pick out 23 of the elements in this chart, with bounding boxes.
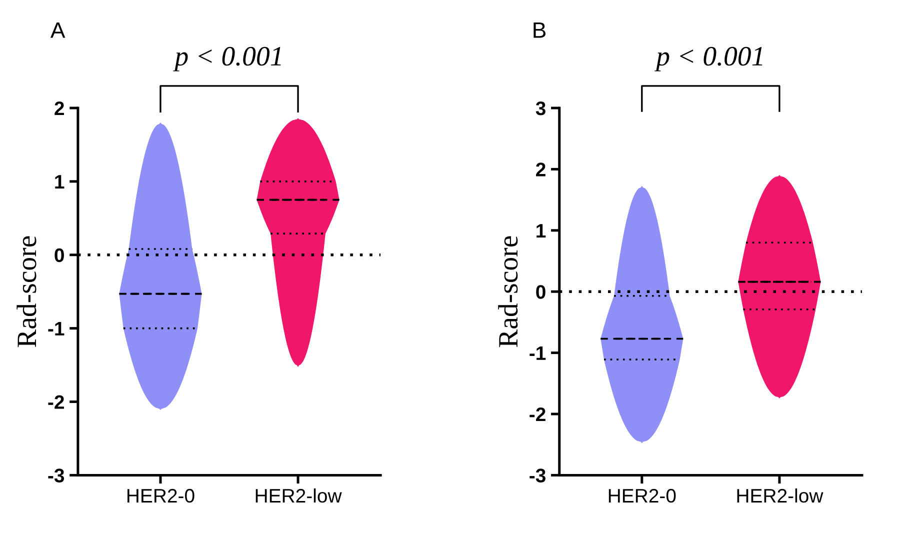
y-axis-title: Rad-score bbox=[16, 236, 36, 348]
x-tick-label: HER2-low bbox=[256, 488, 342, 503]
y-tick-label: -1 bbox=[48, 322, 64, 336]
y-tick-label: 1 bbox=[55, 175, 64, 188]
x-tick-label: HER2-0 bbox=[608, 488, 676, 503]
x-tick-label: HER2-low bbox=[737, 488, 824, 503]
text: p < 0.001 bbox=[173, 46, 281, 72]
y-tick-label: 0 bbox=[54, 248, 64, 262]
y-tick-label: 3 bbox=[536, 101, 546, 116]
y-tick-label: -3 bbox=[530, 468, 546, 482]
y-tick-label: 2 bbox=[54, 101, 64, 116]
y-tick-label: 0 bbox=[536, 285, 546, 299]
chart-title: B bbox=[534, 22, 546, 38]
y-axis-title: Rad-score bbox=[498, 236, 518, 348]
x-tick-label: HER2-0 bbox=[127, 488, 194, 503]
y-tick-label: -1 bbox=[530, 346, 546, 360]
y-tick-label: 1 bbox=[536, 224, 546, 238]
y-tick-label: -3 bbox=[48, 468, 64, 482]
chart-title: A bbox=[50, 22, 66, 38]
text: p < 0.001 bbox=[654, 46, 762, 72]
y-tick-label: -2 bbox=[530, 407, 546, 422]
y-tick-label: 2 bbox=[536, 162, 546, 176]
y-tick-label: -2 bbox=[48, 395, 64, 409]
